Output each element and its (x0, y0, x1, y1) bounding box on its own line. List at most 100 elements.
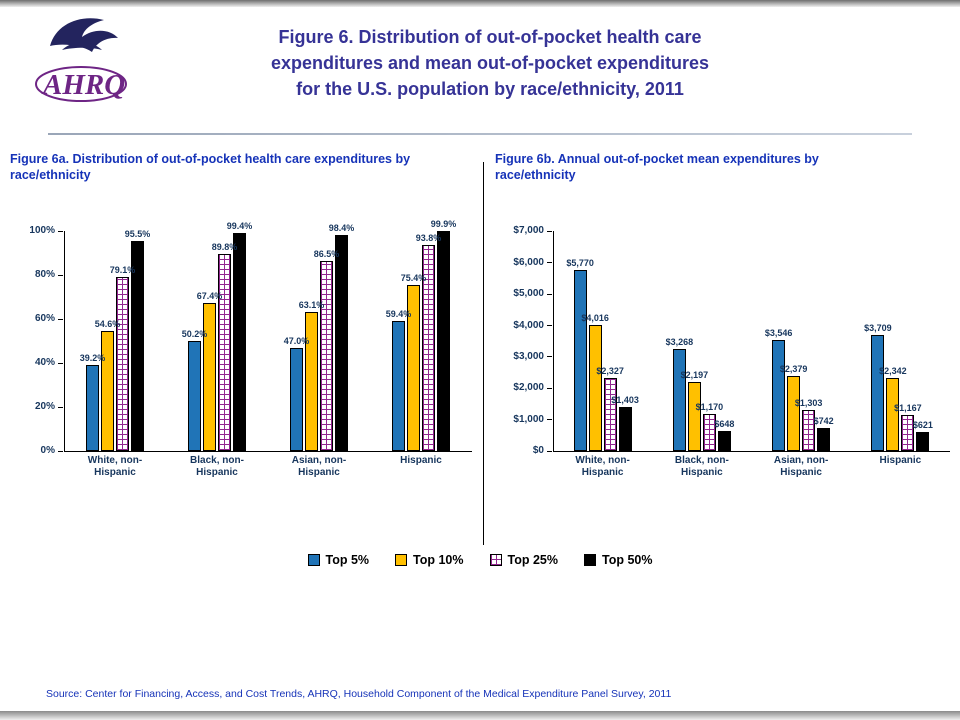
bar-top50 (131, 241, 144, 452)
bar-slot: $1,403 (611, 231, 639, 452)
bar-top10 (101, 331, 114, 452)
bar-slot: $2,342 (879, 231, 907, 452)
bar-cluster: 50.2% 67.4% 89.8% 99.4% (182, 221, 252, 452)
y-tick-label: $0 (532, 445, 544, 457)
bar-value-label: 54.6% (94, 319, 121, 330)
bar-top10 (687, 382, 701, 452)
y-tick-mark (58, 230, 63, 232)
figure-6a-y-axis: 0% 20% 40% 60% 80% 100% (10, 225, 64, 456)
bar-value-label: 93.8% (415, 232, 442, 243)
figure-6a-title: Figure 6a. Distribution of out-of-pocket… (10, 152, 411, 182)
bar-slot: $742 (814, 231, 834, 452)
bar-group: $3,546 $2,379 $1,303 $742 Asian, non-Hispani… (752, 231, 851, 479)
bar-top5 (672, 348, 686, 452)
bar-cluster: $3,709 $2,342 $1,167 $621 (864, 231, 933, 452)
legend-label: Top 25% (507, 553, 558, 567)
bar-slot: $1,303 (795, 231, 822, 452)
bar-cluster: 47.0% 63.1% 86.5% 98.4% (284, 223, 354, 452)
bar-group: 47.0% 63.1% 86.5% 98.4% Asian, non-Hispanic (268, 223, 370, 479)
bar-slot: 79.1% (110, 231, 135, 452)
chart-legend: Top 5% Top 10% Top 25% Top 50% (0, 553, 960, 567)
ahrq-logo-graphic: AHRQ (35, 18, 127, 102)
bar-slot: $2,379 (780, 231, 807, 452)
bar-slot: $4,016 (581, 231, 609, 452)
ahrq-swoosh-icon (35, 66, 127, 102)
bar-top25 (320, 260, 333, 452)
y-tick-label: $6,000 (513, 256, 544, 268)
bar-slot: 47.0% (284, 231, 309, 452)
hhs-eagle-icon (50, 18, 118, 52)
bar-slot: 59.4% (386, 231, 411, 452)
category-label: Black, non-Hispanic (674, 455, 729, 479)
bar-top50 (618, 407, 632, 452)
bar-value-label: $3,268 (665, 336, 694, 347)
bar-slot: 39.2% (80, 231, 105, 452)
bar-value-label: 67.4% (196, 290, 223, 301)
legend-label: Top 5% (325, 553, 370, 567)
y-tick-label: 80% (34, 269, 55, 281)
figure-6b-chart: $0 $1,000 $2,000 $3,000 $4,000 $5,000 $6,000 $7… (495, 225, 950, 479)
bar-slot: 75.4% (401, 231, 426, 452)
bar-value-label: 99.9% (430, 219, 457, 230)
bar-top5 (188, 340, 201, 452)
bar-value-label: $1,170 (695, 402, 724, 413)
bar-value-label: $1,303 (794, 398, 823, 409)
bar-slot: $1,167 (894, 231, 922, 452)
category-label: White, non-Hispanic (575, 455, 630, 479)
category-label: Asian, non-Hispanic (291, 455, 347, 479)
bar-value-label: $742 (813, 415, 834, 426)
y-tick-mark (547, 387, 552, 389)
y-tick-label: 40% (34, 357, 55, 369)
bar-group: $3,268 $2,197 $1,170 $648 Black, non-Hispani… (652, 231, 751, 479)
y-axis-line (64, 231, 65, 452)
bar-slot: 99.9% (431, 219, 456, 452)
bar-slot: 95.5% (125, 229, 150, 452)
legend-item-top10: Top 10% (395, 553, 464, 567)
y-tick-mark (547, 356, 552, 358)
figure-title-line-1: Figure 6. Distribution of out-of-pocket … (278, 27, 702, 47)
bar-slot: $2,197 (681, 231, 708, 452)
hhs-eagle-icon-wing (62, 42, 102, 50)
category-label: Hispanic (400, 455, 442, 467)
bar-slot: $3,709 (864, 231, 892, 452)
bar-value-label: $3,546 (764, 327, 793, 338)
legend-item-top5: Top 5% (307, 553, 370, 567)
bar-slot: $2,327 (596, 231, 624, 452)
panel-divider (483, 162, 484, 545)
figure-6a-bar-groups: 39.2% 54.6% 79.1% 95.5% White, non-Hispanic 5… (64, 219, 472, 479)
y-tick-mark (547, 450, 552, 452)
y-tick-label: $5,000 (513, 288, 544, 300)
bar-value-label: 47.0% (283, 335, 310, 346)
y-tick-label: 100% (29, 225, 55, 237)
bar-slot: 86.5% (314, 231, 339, 452)
y-tick-mark (58, 274, 63, 276)
bar-top50 (916, 431, 930, 452)
category-label: Black, non-Hispanic (190, 455, 244, 479)
figure-title: Figure 6. Distribution of out-of-pocket … (140, 24, 840, 102)
bar-top25 (802, 410, 816, 452)
y-tick-label: $7,000 (513, 225, 544, 237)
legend-item-top50: Top 50% (584, 553, 652, 567)
bar-slot: 93.8% (416, 231, 441, 452)
x-axis-line (553, 451, 950, 453)
bar-group: 59.4% 75.4% 93.8% 99.9% Hispanic (370, 219, 472, 479)
bottom-gradient-bar (0, 711, 960, 720)
y-tick-mark (547, 262, 552, 264)
bar-top5 (86, 365, 99, 452)
bar-top10 (407, 285, 420, 452)
bar-top5 (290, 347, 303, 452)
bar-group: 50.2% 67.4% 89.8% 99.4% Black, non-Hispanic (166, 221, 268, 479)
legend-swatch (307, 554, 320, 566)
bar-value-label: $621 (912, 419, 933, 430)
legend-swatch (395, 554, 408, 566)
bar-value-label: $5,770 (566, 257, 594, 268)
category-label: Asian, non-Hispanic (773, 455, 829, 479)
bar-value-label: 63.1% (298, 300, 325, 311)
bar-value-label: $4,016 (581, 313, 609, 324)
bar-slot: 50.2% (182, 231, 207, 452)
bar-top5 (772, 339, 786, 452)
bar-top5 (871, 334, 885, 452)
y-tick-label: 0% (40, 445, 55, 457)
bar-top50 (717, 430, 731, 452)
